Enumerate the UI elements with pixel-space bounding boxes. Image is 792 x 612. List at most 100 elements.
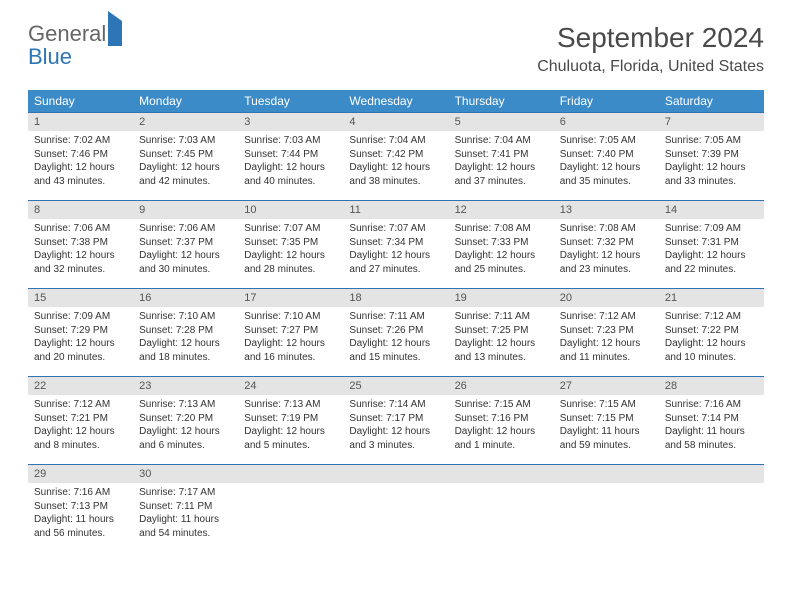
calendar-cell [343, 465, 448, 553]
day-number [659, 465, 764, 483]
calendar-row: 15Sunrise: 7:09 AMSunset: 7:29 PMDayligh… [28, 289, 764, 377]
sunset-text: Sunset: 7:22 PM [665, 324, 758, 338]
daylight-text: Daylight: 12 hours and 25 minutes. [455, 249, 548, 276]
sunset-text: Sunset: 7:15 PM [560, 412, 653, 426]
sunset-text: Sunset: 7:40 PM [560, 148, 653, 162]
sunrise-text: Sunrise: 7:04 AM [349, 134, 442, 148]
sunrise-text: Sunrise: 7:10 AM [139, 310, 232, 324]
sunrise-text: Sunrise: 7:12 AM [34, 398, 127, 412]
calendar-row: 8Sunrise: 7:06 AMSunset: 7:38 PMDaylight… [28, 201, 764, 289]
daylight-text: Daylight: 12 hours and 33 minutes. [665, 161, 758, 188]
sunrise-text: Sunrise: 7:09 AM [34, 310, 127, 324]
day-number [343, 465, 448, 483]
daylight-text: Daylight: 12 hours and 6 minutes. [139, 425, 232, 452]
daylight-text: Daylight: 12 hours and 5 minutes. [244, 425, 337, 452]
sunset-text: Sunset: 7:44 PM [244, 148, 337, 162]
calendar-cell: 18Sunrise: 7:11 AMSunset: 7:26 PMDayligh… [343, 289, 448, 377]
day-number: 20 [554, 289, 659, 307]
daylight-text: Daylight: 12 hours and 35 minutes. [560, 161, 653, 188]
daylight-text: Daylight: 12 hours and 18 minutes. [139, 337, 232, 364]
daylight-text: Daylight: 12 hours and 37 minutes. [455, 161, 548, 188]
day-number: 8 [28, 201, 133, 219]
sunset-text: Sunset: 7:34 PM [349, 236, 442, 250]
weekday-header: Saturday [659, 90, 764, 113]
daylight-text: Daylight: 11 hours and 58 minutes. [665, 425, 758, 452]
sunset-text: Sunset: 7:41 PM [455, 148, 548, 162]
daylight-text: Daylight: 12 hours and 16 minutes. [244, 337, 337, 364]
day-number: 22 [28, 377, 133, 395]
daylight-text: Daylight: 12 hours and 42 minutes. [139, 161, 232, 188]
daylight-text: Daylight: 12 hours and 3 minutes. [349, 425, 442, 452]
day-number: 5 [449, 113, 554, 131]
weekday-header: Sunday [28, 90, 133, 113]
logo: General Blue [28, 22, 122, 68]
sunrise-text: Sunrise: 7:17 AM [139, 486, 232, 500]
day-details: Sunrise: 7:17 AMSunset: 7:11 PMDaylight:… [133, 483, 238, 546]
sunrise-text: Sunrise: 7:03 AM [139, 134, 232, 148]
daylight-text: Daylight: 12 hours and 32 minutes. [34, 249, 127, 276]
calendar-cell: 19Sunrise: 7:11 AMSunset: 7:25 PMDayligh… [449, 289, 554, 377]
daylight-text: Daylight: 12 hours and 11 minutes. [560, 337, 653, 364]
day-details: Sunrise: 7:09 AMSunset: 7:29 PMDaylight:… [28, 307, 133, 370]
calendar-cell: 8Sunrise: 7:06 AMSunset: 7:38 PMDaylight… [28, 201, 133, 289]
daylight-text: Daylight: 11 hours and 56 minutes. [34, 513, 127, 540]
day-details: Sunrise: 7:04 AMSunset: 7:42 PMDaylight:… [343, 131, 448, 194]
calendar-cell [238, 465, 343, 553]
day-details: Sunrise: 7:07 AMSunset: 7:35 PMDaylight:… [238, 219, 343, 282]
sunrise-text: Sunrise: 7:13 AM [139, 398, 232, 412]
day-details: Sunrise: 7:05 AMSunset: 7:39 PMDaylight:… [659, 131, 764, 194]
calendar-cell: 26Sunrise: 7:15 AMSunset: 7:16 PMDayligh… [449, 377, 554, 465]
calendar-cell: 24Sunrise: 7:13 AMSunset: 7:19 PMDayligh… [238, 377, 343, 465]
calendar-cell: 21Sunrise: 7:12 AMSunset: 7:22 PMDayligh… [659, 289, 764, 377]
sunset-text: Sunset: 7:33 PM [455, 236, 548, 250]
day-number: 2 [133, 113, 238, 131]
daylight-text: Daylight: 12 hours and 40 minutes. [244, 161, 337, 188]
day-number: 18 [343, 289, 448, 307]
location: Chuluota, Florida, United States [537, 58, 764, 76]
sunset-text: Sunset: 7:35 PM [244, 236, 337, 250]
weekday-header: Tuesday [238, 90, 343, 113]
daylight-text: Daylight: 12 hours and 23 minutes. [560, 249, 653, 276]
day-number: 12 [449, 201, 554, 219]
weekday-header: Monday [133, 90, 238, 113]
calendar-cell: 28Sunrise: 7:16 AMSunset: 7:14 PMDayligh… [659, 377, 764, 465]
daylight-text: Daylight: 12 hours and 43 minutes. [34, 161, 127, 188]
day-number: 21 [659, 289, 764, 307]
daylight-text: Daylight: 12 hours and 10 minutes. [665, 337, 758, 364]
daylight-text: Daylight: 11 hours and 59 minutes. [560, 425, 653, 452]
day-details: Sunrise: 7:08 AMSunset: 7:32 PMDaylight:… [554, 219, 659, 282]
sunset-text: Sunset: 7:25 PM [455, 324, 548, 338]
day-number: 1 [28, 113, 133, 131]
sunset-text: Sunset: 7:42 PM [349, 148, 442, 162]
day-details: Sunrise: 7:08 AMSunset: 7:33 PMDaylight:… [449, 219, 554, 282]
day-number: 16 [133, 289, 238, 307]
daylight-text: Daylight: 12 hours and 15 minutes. [349, 337, 442, 364]
day-details: Sunrise: 7:12 AMSunset: 7:22 PMDaylight:… [659, 307, 764, 370]
day-details: Sunrise: 7:07 AMSunset: 7:34 PMDaylight:… [343, 219, 448, 282]
day-details: Sunrise: 7:14 AMSunset: 7:17 PMDaylight:… [343, 395, 448, 458]
calendar-cell: 6Sunrise: 7:05 AMSunset: 7:40 PMDaylight… [554, 113, 659, 201]
sunrise-text: Sunrise: 7:11 AM [455, 310, 548, 324]
calendar-cell: 25Sunrise: 7:14 AMSunset: 7:17 PMDayligh… [343, 377, 448, 465]
sunrise-text: Sunrise: 7:12 AM [665, 310, 758, 324]
day-number: 13 [554, 201, 659, 219]
sunrise-text: Sunrise: 7:08 AM [560, 222, 653, 236]
day-number: 25 [343, 377, 448, 395]
sunrise-text: Sunrise: 7:12 AM [560, 310, 653, 324]
daylight-text: Daylight: 11 hours and 54 minutes. [139, 513, 232, 540]
day-number: 30 [133, 465, 238, 483]
sunset-text: Sunset: 7:29 PM [34, 324, 127, 338]
day-number: 7 [659, 113, 764, 131]
day-details: Sunrise: 7:16 AMSunset: 7:14 PMDaylight:… [659, 395, 764, 458]
calendar-cell [449, 465, 554, 553]
sunrise-text: Sunrise: 7:07 AM [244, 222, 337, 236]
sunset-text: Sunset: 7:13 PM [34, 500, 127, 514]
sunset-text: Sunset: 7:20 PM [139, 412, 232, 426]
sunrise-text: Sunrise: 7:05 AM [665, 134, 758, 148]
day-details: Sunrise: 7:04 AMSunset: 7:41 PMDaylight:… [449, 131, 554, 194]
daylight-text: Daylight: 12 hours and 20 minutes. [34, 337, 127, 364]
sunrise-text: Sunrise: 7:10 AM [244, 310, 337, 324]
day-number: 3 [238, 113, 343, 131]
day-details: Sunrise: 7:12 AMSunset: 7:21 PMDaylight:… [28, 395, 133, 458]
calendar-cell: 4Sunrise: 7:04 AMSunset: 7:42 PMDaylight… [343, 113, 448, 201]
